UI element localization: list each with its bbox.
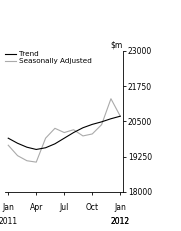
Seasonally Adjusted (73, 128, 75, 131)
Seasonally Adjusted (110, 97, 112, 100)
Trend (63, 137, 65, 140)
Seasonally Adjusted (82, 134, 84, 137)
Seasonally Adjusted (7, 144, 9, 147)
Seasonally Adjusted (63, 131, 65, 134)
Seasonally Adjusted (54, 127, 56, 130)
Line: Seasonally Adjusted: Seasonally Adjusted (8, 99, 120, 162)
Trend (26, 146, 28, 149)
Text: Apr: Apr (30, 203, 43, 212)
Text: 2012: 2012 (111, 217, 130, 226)
Seasonally Adjusted (16, 154, 19, 157)
Trend (73, 131, 75, 134)
Text: 2011: 2011 (0, 217, 18, 226)
Seasonally Adjusted (91, 133, 93, 135)
Trend (35, 148, 37, 151)
Trend (7, 137, 9, 140)
Text: 2012: 2012 (111, 217, 130, 226)
Seasonally Adjusted (45, 137, 47, 140)
Seasonally Adjusted (119, 115, 121, 118)
Trend (45, 146, 47, 149)
Text: Jan: Jan (114, 203, 126, 212)
Trend (100, 120, 103, 123)
Trend (91, 123, 93, 126)
Text: $m: $m (111, 40, 123, 49)
Trend (82, 126, 84, 129)
Seasonally Adjusted (100, 123, 103, 126)
Trend (119, 115, 121, 118)
Line: Trend: Trend (8, 116, 120, 149)
Legend: Trend, Seasonally Adjusted: Trend, Seasonally Adjusted (5, 51, 92, 64)
Text: Jul: Jul (60, 203, 69, 212)
Text: Jan: Jan (2, 203, 14, 212)
Trend (54, 143, 56, 145)
Seasonally Adjusted (26, 159, 28, 162)
Trend (16, 142, 19, 145)
Text: Oct: Oct (86, 203, 99, 212)
Trend (110, 117, 112, 120)
Seasonally Adjusted (35, 161, 37, 164)
